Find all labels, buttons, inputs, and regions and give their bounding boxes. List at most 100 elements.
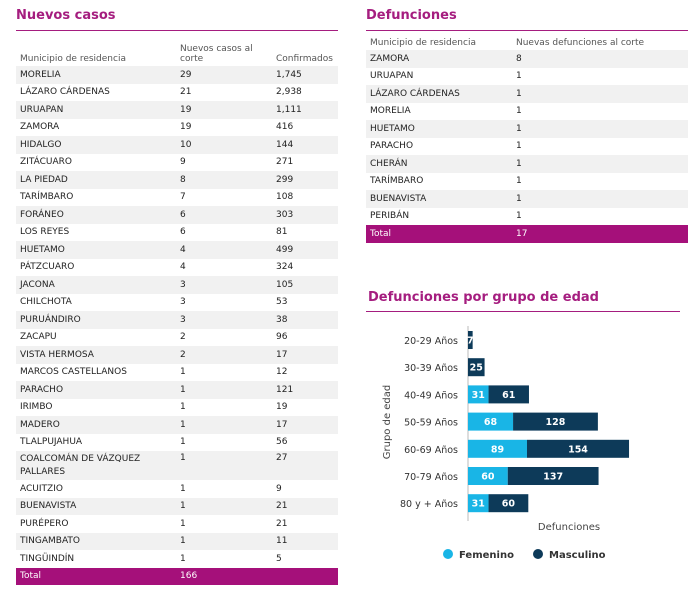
bar-femenino <box>468 467 508 485</box>
cell-confirmados: 38 <box>272 311 338 329</box>
cell-municipio: CHERÁN <box>366 155 512 173</box>
data-label: 154 <box>568 444 588 455</box>
cell-nuevos-casos: 6 <box>180 227 186 238</box>
table-row: URUAPAN 19 1,111 <box>16 101 338 119</box>
bar-femenino <box>468 385 489 404</box>
defunciones-table: Municipio de residencia Nuevas defuncion… <box>366 34 688 243</box>
table-row: TARÍMBARO 7 108 <box>16 189 338 207</box>
bar-masculino <box>488 385 529 404</box>
table-row: CHERÁN 1 <box>366 155 688 173</box>
bar-masculino <box>507 467 599 485</box>
cell-municipio: PERIBÁN <box>370 211 410 222</box>
table-row: MADERO 1 17 <box>16 416 338 434</box>
cell-confirmados: 53 <box>276 297 288 308</box>
cell-nuevos-casos: 1 <box>180 367 186 378</box>
cell-confirmados: 324 <box>276 262 294 273</box>
bar-masculino <box>488 494 529 513</box>
cell-municipio: HUETAMO <box>16 241 176 259</box>
tick-label: 20-29 Años <box>404 336 458 347</box>
table-row: MORELIA 29 1,745 <box>16 66 338 84</box>
defunciones-title: Defunciones <box>366 8 457 23</box>
cell-confirmados: 17 <box>272 346 338 364</box>
cell-nuevos-casos: 2 <box>180 332 186 343</box>
cell-confirmados: 271 <box>276 157 294 168</box>
cell-municipio: MADERO <box>16 416 176 434</box>
table-row: PERIBÁN 1 <box>366 208 688 226</box>
cell-municipio: JACONA <box>16 276 176 294</box>
cell-confirmados: 2,938 <box>276 87 302 98</box>
data-label: 137 <box>543 472 563 483</box>
data-label: 89 <box>491 444 504 455</box>
bar-masculino <box>468 331 473 349</box>
cell-confirmados: 81 <box>276 227 288 238</box>
cell-nuevas-defunciones: 1 <box>512 120 688 138</box>
cell-municipio: PARACHO <box>370 141 414 152</box>
tick-label: 80 y + Años <box>400 499 458 510</box>
y-axis-title: Grupo de edad <box>382 385 393 460</box>
cell-confirmados: 1,745 <box>272 66 338 84</box>
cell-nuevos-casos: 1 <box>180 483 186 494</box>
cell-confirmados: 17 <box>272 416 338 434</box>
column-header-confirmados: Confirmados <box>276 54 333 64</box>
data-label: 60 <box>481 472 495 483</box>
cell-nuevas-defunciones: 1 <box>516 141 522 152</box>
cell-confirmados: 19 <box>276 402 288 413</box>
cell-confirmados: 21 <box>272 497 338 515</box>
cell-nuevas-defunciones: 1 <box>516 211 522 222</box>
table-row: JACONA 3 105 <box>16 276 338 294</box>
bar-masculino <box>468 358 485 377</box>
cell-nuevas-defunciones: 1 <box>512 155 688 173</box>
cell-nuevas-defunciones: 1 <box>516 176 522 187</box>
cell-confirmados: 21 <box>276 518 288 529</box>
cell-confirmados: 299 <box>272 171 338 189</box>
data-label: 7 <box>467 336 474 347</box>
cell-municipio: ZAMORA <box>20 122 60 133</box>
cell-municipio: PURUÁNDIRO <box>16 311 176 329</box>
nuevos-casos-divider <box>16 30 338 31</box>
cell-municipio: LA PIEDAD <box>16 171 176 189</box>
cell-municipio: LÁZARO CÁRDENAS <box>20 87 110 98</box>
table-row: COALCOMÁN DE VÁZQUEZ PALLARES 1 27 <box>16 451 338 480</box>
cell-municipio: PURÉPERO <box>20 518 69 529</box>
data-label: 31 <box>472 499 485 510</box>
tick-label: 40-49 Años <box>404 390 458 401</box>
column-header-nuevos-casos: Nuevos casos al corte <box>180 44 253 64</box>
table-row: PARACHO 1 121 <box>16 381 338 399</box>
cell-nuevos-casos: 29 <box>176 66 272 84</box>
cell-confirmados: 27 <box>272 451 338 480</box>
cell-municipio: MARCOS CASTELLANOS <box>20 367 127 378</box>
cell-nuevos-casos: 7 <box>180 192 186 203</box>
tick-label: 50-59 Años <box>404 418 458 429</box>
table-row: BUENAVISTA 1 21 <box>16 497 338 515</box>
cell-municipio: VISTA HERMOSA <box>16 346 176 364</box>
data-label: 60 <box>502 499 516 510</box>
table-row: PÁTZCUARO 4 324 <box>16 259 338 277</box>
total-value: 166 <box>176 567 272 585</box>
nuevos-casos-table: Municipio de residencia Nuevos casos al … <box>16 34 338 585</box>
cell-municipio: CHILCHOTA <box>20 297 72 308</box>
cell-municipio: PARACHO <box>16 381 176 399</box>
cell-nuevos-casos: 3 <box>176 311 272 329</box>
table-row: LÁZARO CÁRDENAS 1 <box>366 85 688 103</box>
cell-nuevas-defunciones: 1 <box>516 71 522 82</box>
bar-femenino <box>468 494 489 513</box>
cell-nuevos-casos: 1 <box>176 416 272 434</box>
cell-nuevos-casos: 2 <box>176 346 272 364</box>
total-label: Total <box>366 225 512 243</box>
cell-nuevos-casos: 1 <box>176 451 272 480</box>
data-label: 128 <box>546 417 566 428</box>
cell-confirmados: 105 <box>272 276 338 294</box>
cell-confirmados: 416 <box>276 122 294 133</box>
cell-municipio: PÁTZCUARO <box>20 262 75 273</box>
legend-item-masculino: Masculino <box>533 549 606 561</box>
table-row: LA PIEDAD 8 299 <box>16 171 338 189</box>
cell-municipio: URUAPAN <box>16 101 176 119</box>
table-row: VISTA HERMOSA 2 17 <box>16 346 338 364</box>
table-row: HIDALGO 10 144 <box>16 136 338 154</box>
cell-municipio: TARÍMBARO <box>370 176 424 187</box>
cell-confirmados: 108 <box>276 192 294 203</box>
table-row: CHILCHOTA 3 53 <box>16 294 338 312</box>
total-row: Total 17 <box>366 225 688 243</box>
cell-nuevos-casos: 3 <box>176 276 272 294</box>
table-row: ACUITZIO 1 9 <box>16 480 338 498</box>
